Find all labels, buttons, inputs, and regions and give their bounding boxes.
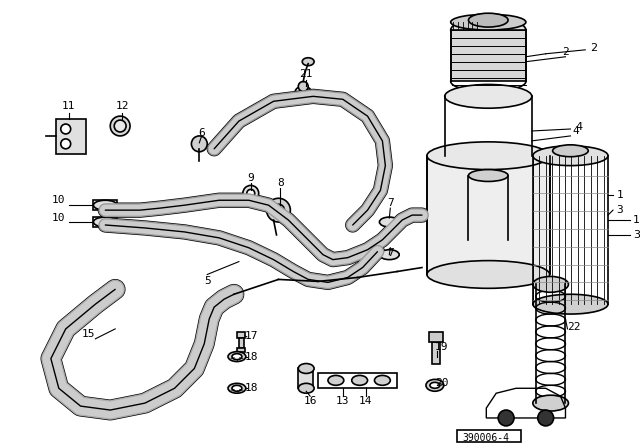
Text: 7: 7 — [387, 198, 394, 208]
Bar — [318, 374, 397, 388]
Bar — [456, 430, 521, 442]
Ellipse shape — [352, 375, 367, 385]
Text: 22: 22 — [566, 322, 580, 332]
Text: 9: 9 — [248, 173, 254, 184]
Text: 10: 10 — [52, 213, 65, 223]
Text: 3: 3 — [633, 230, 640, 240]
Text: 5: 5 — [204, 276, 211, 286]
Circle shape — [273, 204, 284, 216]
Text: 1: 1 — [633, 215, 640, 225]
Ellipse shape — [427, 142, 550, 170]
Text: 18: 18 — [245, 352, 259, 362]
Ellipse shape — [427, 261, 550, 289]
Ellipse shape — [533, 146, 608, 166]
Ellipse shape — [302, 58, 314, 66]
Text: 6: 6 — [198, 128, 205, 138]
Ellipse shape — [380, 250, 399, 260]
Ellipse shape — [93, 200, 117, 210]
Text: 1: 1 — [616, 190, 623, 200]
Bar — [427, 156, 550, 275]
Ellipse shape — [232, 385, 242, 391]
Ellipse shape — [267, 198, 291, 222]
Ellipse shape — [533, 276, 568, 292]
Ellipse shape — [114, 120, 126, 132]
Text: 14: 14 — [359, 396, 372, 406]
Text: 16: 16 — [303, 396, 317, 406]
Ellipse shape — [243, 185, 259, 201]
Ellipse shape — [228, 352, 246, 362]
Text: 20: 20 — [435, 378, 449, 388]
Ellipse shape — [430, 382, 440, 388]
Text: 4: 4 — [572, 126, 579, 136]
Text: 12: 12 — [115, 101, 129, 111]
Ellipse shape — [298, 82, 308, 91]
Ellipse shape — [468, 13, 508, 27]
Text: 17: 17 — [245, 331, 259, 341]
Bar — [237, 348, 245, 352]
Ellipse shape — [552, 145, 588, 157]
Text: 15: 15 — [82, 329, 95, 339]
Circle shape — [538, 410, 554, 426]
Text: 10: 10 — [52, 195, 65, 205]
Circle shape — [61, 139, 70, 149]
Bar — [451, 30, 526, 82]
Text: 21: 21 — [300, 69, 313, 78]
Bar — [237, 332, 245, 338]
Text: 19: 19 — [435, 342, 449, 352]
Ellipse shape — [445, 144, 532, 168]
Ellipse shape — [298, 363, 314, 374]
Ellipse shape — [426, 379, 444, 391]
Text: 7: 7 — [387, 248, 394, 258]
Bar — [56, 119, 86, 154]
Text: 4: 4 — [575, 122, 582, 132]
Text: 8: 8 — [277, 178, 284, 189]
Ellipse shape — [445, 85, 532, 108]
Ellipse shape — [468, 170, 508, 181]
Circle shape — [247, 190, 255, 197]
Bar — [93, 217, 117, 227]
Ellipse shape — [228, 383, 246, 393]
Ellipse shape — [328, 375, 344, 385]
Ellipse shape — [374, 375, 390, 385]
Circle shape — [191, 136, 207, 152]
Ellipse shape — [533, 294, 608, 314]
Text: 13: 13 — [336, 396, 349, 406]
Ellipse shape — [93, 217, 117, 227]
Text: 3: 3 — [616, 205, 623, 215]
Ellipse shape — [232, 353, 242, 360]
Text: 2: 2 — [562, 47, 569, 57]
Ellipse shape — [110, 116, 130, 136]
Bar — [298, 369, 313, 388]
Ellipse shape — [533, 395, 568, 411]
Bar — [429, 332, 443, 342]
Ellipse shape — [451, 14, 526, 30]
Text: 390006-4: 390006-4 — [463, 433, 510, 443]
Ellipse shape — [451, 18, 526, 42]
Text: 11: 11 — [62, 101, 76, 111]
Circle shape — [61, 124, 70, 134]
Bar — [239, 338, 244, 348]
Text: 2: 2 — [590, 43, 597, 53]
Ellipse shape — [298, 383, 314, 393]
Circle shape — [498, 410, 514, 426]
Text: 18: 18 — [245, 383, 259, 393]
Ellipse shape — [380, 217, 399, 227]
Bar — [432, 342, 440, 363]
Bar — [93, 200, 117, 210]
